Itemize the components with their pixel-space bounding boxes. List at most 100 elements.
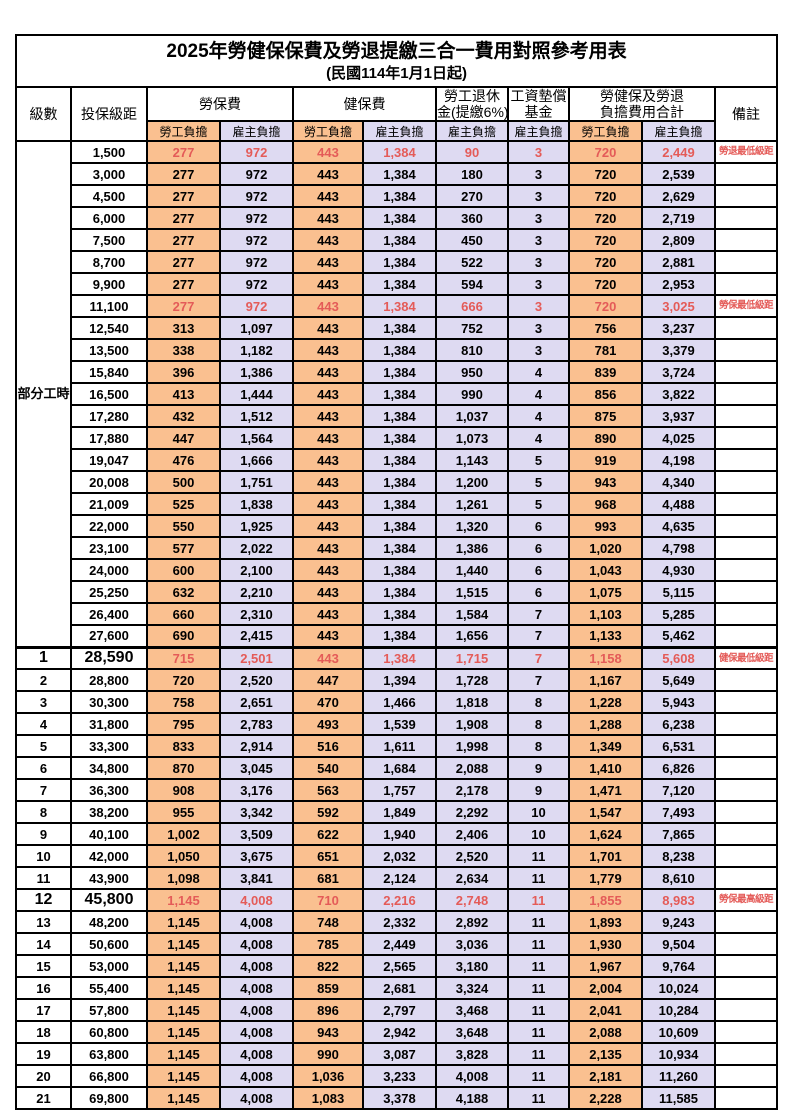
cell-bracket: 28,800 [70, 668, 148, 693]
table-row: 13,500 338 1,182 443 1,384 810 3 781 3,379 [16, 338, 779, 363]
cell-total-employer: 4,930 [641, 558, 716, 583]
cell-wage-fund-employer: 11 [507, 866, 570, 891]
cell-health-employer: 1,384 [362, 645, 437, 671]
table-row: 19,047 476 1,666 443 1,384 1,143 5 919 4,198 [16, 448, 779, 473]
cell-labor-employer: 2,783 [219, 712, 294, 737]
cell-wage-fund-employer: 5 [507, 492, 570, 517]
table-row: 12 45,800 1,145 4,008 710 2,216 2,748 11 1,855 8,… [15, 888, 779, 913]
cell-labor-employer: 1,097 [219, 316, 294, 341]
cell-total-employer: 6,531 [641, 734, 716, 759]
cell-wage-fund-employer: 7 [507, 624, 570, 649]
cell-health-employee: 443 [292, 228, 364, 253]
cell-bracket: 38,200 [70, 800, 148, 825]
cell-wage-fund-employer: 3 [507, 184, 570, 209]
table-row: 4 31,800 795 2,783 493 1,539 1,908 8 1,288 6,238 [15, 712, 779, 737]
cell-labor-employer: 972 [219, 294, 294, 319]
cell-total-employer: 3,724 [641, 360, 716, 385]
cell-labor-employer: 2,914 [219, 734, 294, 759]
cell-health-employer: 1,384 [362, 426, 437, 451]
cell-health-employer: 1,384 [362, 272, 437, 297]
cell-pension-employer: 1,584 [435, 602, 509, 627]
cell-labor-employee: 908 [146, 778, 221, 803]
cell-bracket: 24,000 [70, 558, 148, 583]
cell-level: 20 [15, 1064, 72, 1089]
cell-labor-employee: 1,145 [146, 910, 221, 935]
cell-labor-employee: 338 [146, 338, 221, 363]
subheader-labor-employee: 勞工負擔 [146, 120, 221, 143]
cell-pension-employer: 1,073 [435, 426, 509, 451]
cell-total-employer: 4,635 [641, 514, 716, 539]
cell-health-employer: 1,684 [362, 756, 437, 781]
cell-total-employer: 2,539 [641, 162, 716, 187]
cell-health-employee: 443 [292, 514, 364, 539]
cell-pension-employer: 1,908 [435, 712, 509, 737]
cell-pension-employer: 3,828 [435, 1042, 509, 1067]
cell-health-employee: 1,083 [292, 1086, 364, 1111]
subheader-wage-fund-employer: 雇主負擔 [507, 120, 570, 143]
cell-labor-employee: 1,145 [146, 976, 221, 1001]
table-row: 21,009 525 1,838 443 1,384 1,261 5 968 4,488 [16, 492, 779, 517]
cell-remark [713, 910, 779, 935]
cell-labor-employee: 277 [146, 184, 221, 209]
cell-total-employee: 1,075 [568, 580, 643, 605]
cell-remark [713, 514, 779, 539]
cell-labor-employer: 4,008 [219, 888, 294, 913]
cell-labor-employer: 1,666 [219, 448, 294, 473]
cell-total-employee: 781 [568, 338, 643, 363]
cell-total-employee: 856 [568, 382, 643, 407]
cell-total-employee: 1,043 [568, 558, 643, 583]
cell-pension-employer: 1,143 [435, 448, 509, 473]
cell-wage-fund-employer: 11 [507, 888, 570, 913]
cell-labor-employee: 277 [146, 162, 221, 187]
cell-remark [713, 580, 779, 605]
cell-total-employer: 5,608 [641, 645, 716, 671]
cell-remark [713, 272, 779, 297]
cell-total-employee: 890 [568, 426, 643, 451]
cell-health-employee: 443 [292, 140, 364, 165]
cell-wage-fund-employer: 3 [507, 250, 570, 275]
cell-remark: 勞保最高級距 [713, 888, 779, 913]
table-row: 23,100 577 2,022 443 1,384 1,386 6 1,020 4,798 [16, 536, 779, 561]
cell-health-employer: 1,394 [362, 668, 437, 693]
cell-wage-fund-employer: 5 [507, 448, 570, 473]
cell-total-employer: 3,025 [641, 294, 716, 319]
cell-labor-employee: 476 [146, 448, 221, 473]
cell-wage-fund-employer: 9 [507, 778, 570, 803]
cell-health-employer: 3,087 [362, 1042, 437, 1067]
cell-health-employer: 2,797 [362, 998, 437, 1023]
cell-total-employee: 720 [568, 140, 643, 165]
cell-labor-employee: 795 [146, 712, 221, 737]
cell-health-employee: 540 [292, 756, 364, 781]
cell-pension-employer: 1,320 [435, 514, 509, 539]
cell-wage-fund-employer: 3 [507, 338, 570, 363]
cell-bracket: 55,400 [70, 976, 148, 1001]
cell-wage-fund-employer: 9 [507, 756, 570, 781]
cell-labor-employer: 4,008 [219, 932, 294, 957]
cell-pension-employer: 1,728 [435, 668, 509, 693]
cell-wage-fund-employer: 10 [507, 800, 570, 825]
cell-labor-employee: 1,145 [146, 1042, 221, 1067]
cell-total-employer: 2,719 [641, 206, 716, 231]
cell-pension-employer: 1,715 [435, 645, 509, 671]
cell-labor-employer: 972 [219, 228, 294, 253]
cell-total-employer: 9,764 [641, 954, 716, 979]
cell-wage-fund-employer: 4 [507, 360, 570, 385]
cell-level: 11 [15, 866, 72, 891]
cell-health-employer: 1,940 [362, 822, 437, 847]
cell-total-employer: 7,120 [641, 778, 716, 803]
table-row: 20,008 500 1,751 443 1,384 1,200 5 943 4,340 [16, 470, 779, 495]
cell-health-employee: 470 [292, 690, 364, 715]
cell-labor-employee: 1,145 [146, 888, 221, 913]
cell-total-employee: 720 [568, 272, 643, 297]
cell-wage-fund-employer: 11 [507, 1020, 570, 1045]
table-row: 7 36,300 908 3,176 563 1,757 2,178 9 1,471 7,120 [15, 778, 779, 803]
cell-health-employer: 2,332 [362, 910, 437, 935]
cell-labor-employee: 550 [146, 514, 221, 539]
cell-total-employer: 5,285 [641, 602, 716, 627]
cell-health-employee: 681 [292, 866, 364, 891]
cell-labor-employer: 3,509 [219, 822, 294, 847]
cell-health-employee: 563 [292, 778, 364, 803]
cell-wage-fund-employer: 11 [507, 844, 570, 869]
header-pension-line1: 勞工退休 [444, 88, 500, 104]
